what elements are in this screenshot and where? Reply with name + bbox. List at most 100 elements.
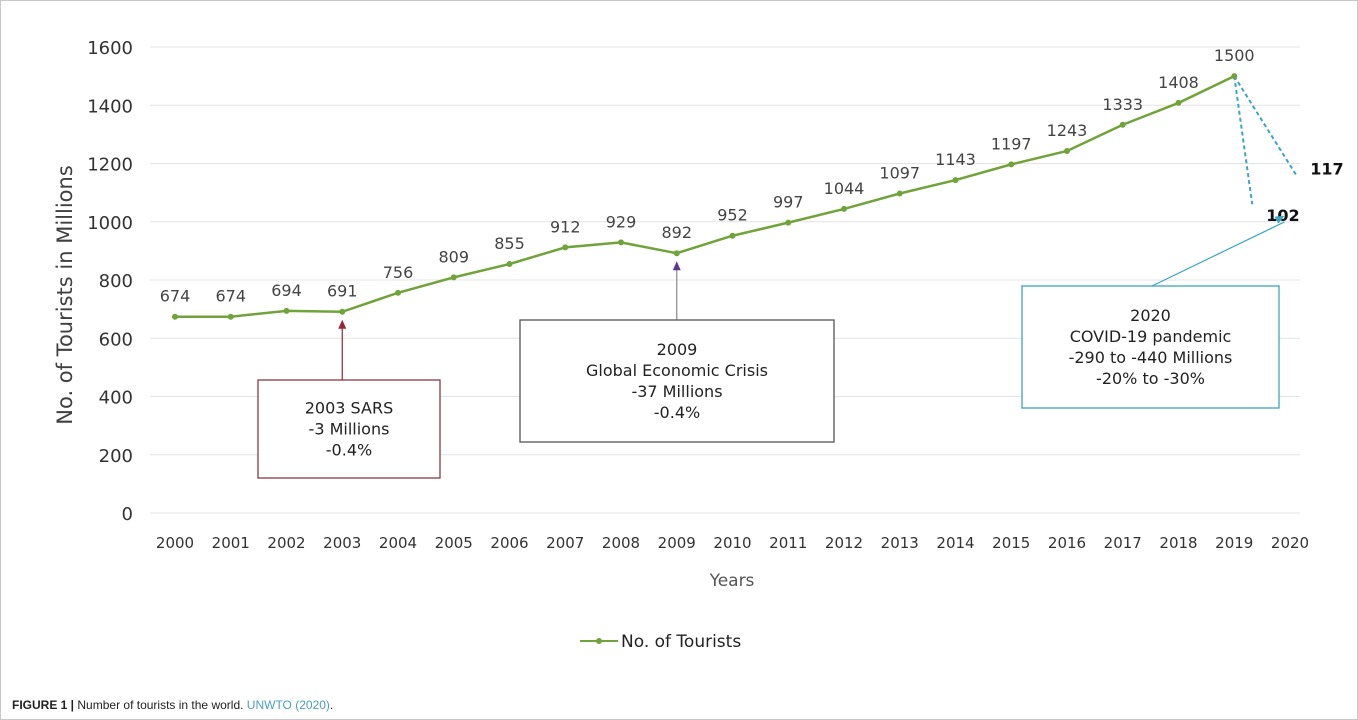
x-tick-label: 2010: [713, 534, 751, 552]
data-label: 674: [215, 287, 246, 306]
data-label: 1097: [879, 163, 920, 182]
y-tick-label: 1000: [87, 213, 133, 234]
x-axis-ticks: 2000 2001 2002 2003 2004 2005 2006 2007 2008 2009…: [156, 534, 1309, 552]
data-label: 1044: [824, 179, 865, 198]
series-no-of-tourists: [172, 73, 1238, 320]
data-label: 929: [606, 212, 637, 231]
data-point: [1231, 73, 1238, 80]
caption-text: Number of tourists in the world.: [74, 698, 247, 712]
data-label: 674: [160, 287, 191, 306]
data-point: [1175, 99, 1182, 106]
x-tick-label: 2000: [156, 534, 194, 552]
data-label: 912: [550, 217, 581, 236]
data-label: 997: [773, 193, 804, 212]
data-point: [506, 260, 513, 267]
data-point: [1064, 147, 1070, 154]
annotation-text: 2003 SARS: [305, 399, 393, 418]
y-tick-label: 1600: [87, 38, 133, 59]
legend-swatch-dot: [596, 638, 602, 644]
annotation-box: [519, 319, 835, 443]
data-label: 756: [383, 263, 414, 282]
data-point: [283, 307, 290, 314]
annotation-arrowhead: [672, 261, 681, 271]
caption-source-link[interactable]: UNWTO (2020): [246, 698, 330, 712]
y-axis-ticks: 0 200 400 600 800 1000 1200 1400 1600: [87, 38, 133, 525]
data-label: 1243: [1047, 121, 1088, 140]
y-tick-label: 400: [99, 388, 133, 409]
y-tick-label: 200: [99, 446, 133, 467]
data-label: 892: [661, 223, 692, 242]
data-point: [227, 313, 234, 320]
legend: No. of Tourists: [580, 632, 741, 652]
data-point: [952, 177, 959, 184]
x-tick-label: 2018: [1159, 534, 1197, 552]
projection-label: 102: [1266, 206, 1299, 225]
y-tick-label: 800: [99, 271, 133, 292]
data-label: 1197: [991, 134, 1032, 153]
data-labels: 674 674 694 691 756 809 855 912 929 892 952 997 1044…: [160, 46, 1255, 306]
data-point: [1119, 121, 1126, 128]
x-tick-label: 2004: [379, 534, 417, 552]
annotation-text: -0.4%: [326, 441, 372, 460]
x-tick-label: 2005: [435, 534, 473, 552]
x-tick-label: 2008: [602, 534, 640, 552]
y-tick-label: 1400: [87, 96, 133, 117]
legend-label: No. of Tourists: [621, 632, 741, 652]
data-label: 1408: [1158, 73, 1199, 92]
data-label: 694: [271, 281, 302, 300]
data-label: 1500: [1214, 46, 1255, 65]
x-axis-label: Years: [709, 571, 755, 591]
data-point: [1008, 161, 1015, 168]
data-point: [562, 244, 569, 251]
annotation-text: -290 to -440 Millions: [1069, 348, 1233, 367]
data-point: [618, 239, 624, 246]
data-label: 855: [494, 234, 525, 253]
y-axis-label: No. of Tourists in Millions: [53, 165, 77, 425]
data-point: [172, 313, 178, 320]
figure-caption: FIGURE 1 | Number of tourists in the wor…: [12, 698, 333, 712]
y-tick-label: 1200: [87, 155, 133, 176]
x-tick-label: 2013: [881, 534, 919, 552]
data-label: 1143: [935, 150, 976, 169]
data-label: 691: [327, 282, 358, 301]
y-tick-label: 0: [122, 504, 133, 525]
x-tick-label: 2011: [769, 534, 807, 552]
data-label: 1333: [1102, 95, 1143, 114]
data-point: [785, 219, 792, 226]
annotation-text: COVID-19 pandemic: [1070, 327, 1232, 346]
x-tick-label: 2001: [212, 534, 250, 552]
x-tick-label: 2020: [1271, 534, 1309, 552]
x-tick-label: 2012: [825, 534, 863, 552]
annotations: 2003 SARS -3 Millions -0.4% 2009 Global Econ…: [257, 215, 1285, 479]
annotation-text: -0.4%: [654, 403, 700, 422]
x-tick-label: 2017: [1104, 534, 1142, 552]
caption-figure-number: FIGURE 1 |: [12, 698, 75, 712]
projection-lines: 117 102: [1233, 75, 1344, 225]
x-tick-label: 2002: [267, 534, 305, 552]
data-point: [841, 205, 847, 212]
annotation-arrow: [1151, 221, 1285, 287]
x-tick-label: 2019: [1215, 534, 1253, 552]
y-tick-label: 600: [99, 329, 133, 350]
annotation-arrowhead: [338, 319, 347, 329]
projection-line: [1233, 75, 1298, 176]
annotation-arrowhead: [1274, 215, 1285, 224]
data-point: [729, 232, 736, 239]
annotation-text: 2009: [657, 340, 698, 359]
x-tick-label: 2003: [323, 534, 361, 552]
x-tick-label: 2014: [936, 534, 974, 552]
projection-line: [1233, 75, 1254, 205]
data-point: [395, 289, 401, 296]
annotation-text: -37 Millions: [631, 382, 722, 401]
data-point: [896, 190, 903, 197]
series-line: [175, 74, 1235, 318]
data-label: 952: [717, 206, 748, 225]
x-tick-label: 2015: [992, 534, 1030, 552]
annotation-text: -20% to -30%: [1096, 369, 1205, 388]
annotation-box: [257, 379, 441, 479]
x-tick-label: 2007: [546, 534, 584, 552]
projection-label: 117: [1310, 159, 1343, 178]
annotation-text: Global Economic Crisis: [586, 361, 768, 380]
x-tick-label: 2016: [1048, 534, 1086, 552]
data-label: 809: [438, 247, 469, 266]
